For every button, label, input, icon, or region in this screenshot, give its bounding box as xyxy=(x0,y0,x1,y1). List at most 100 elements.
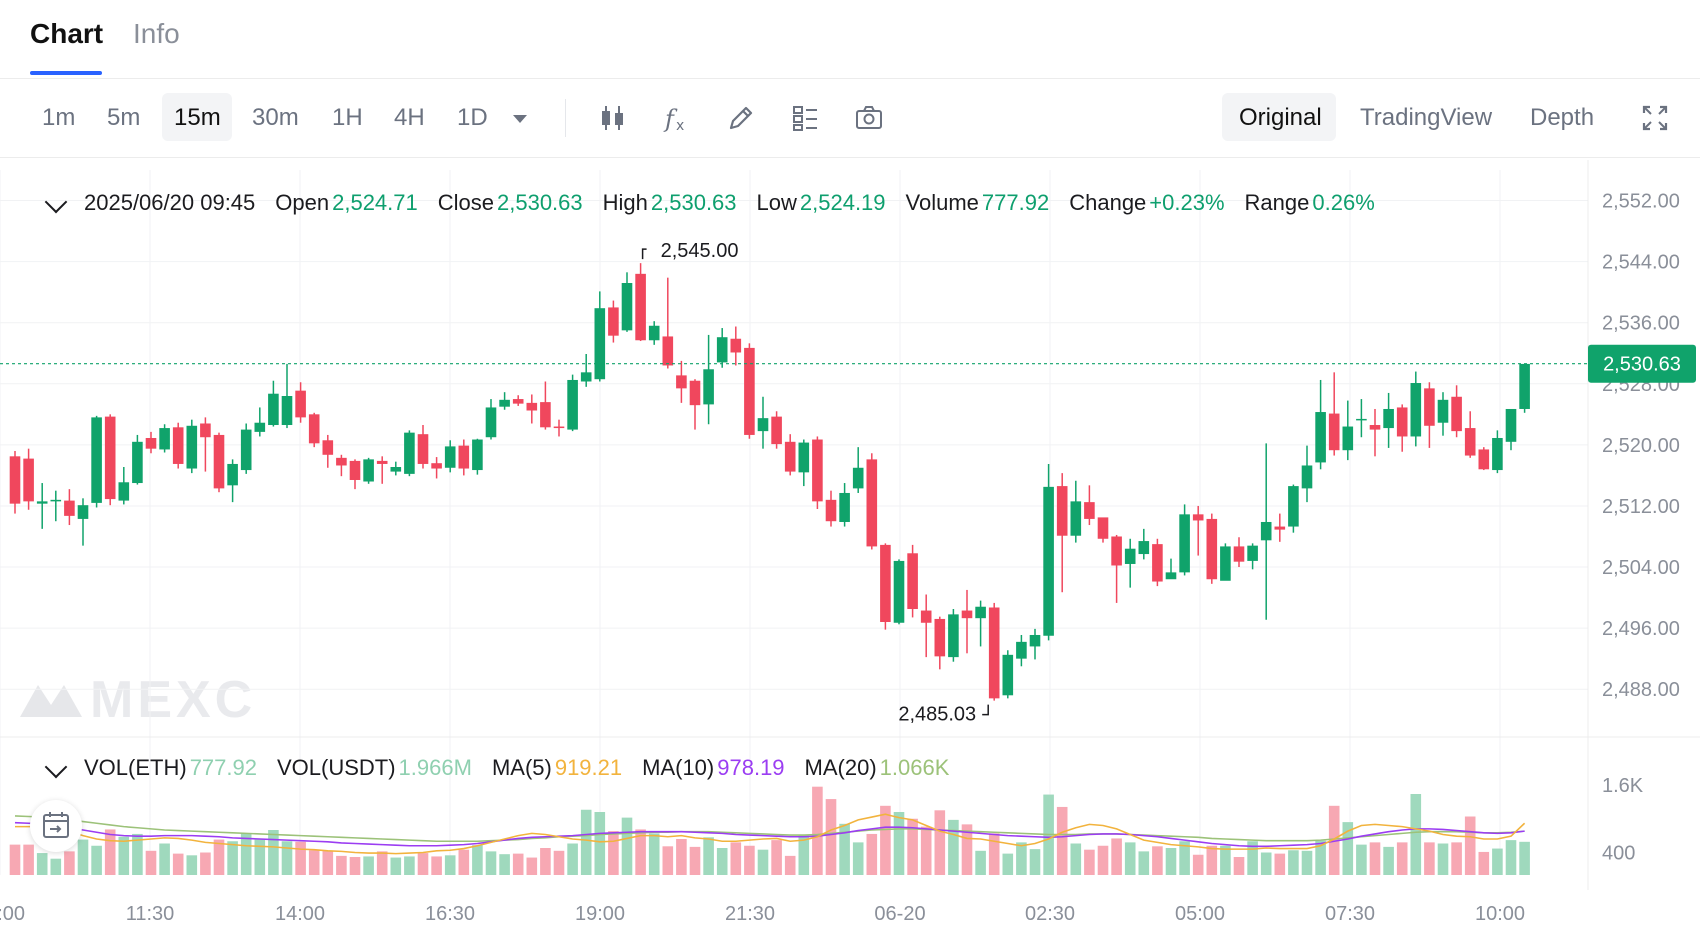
volume-bar xyxy=(635,829,646,875)
volume-bar xyxy=(771,840,782,875)
candle-body xyxy=(1274,526,1286,530)
candle-body xyxy=(580,372,592,382)
candle-body xyxy=(825,499,837,522)
timeframe-15m[interactable]: 15m xyxy=(174,104,221,131)
candle-body xyxy=(1437,399,1449,423)
candle-body xyxy=(1002,654,1014,696)
view-tradingview[interactable]: TradingView xyxy=(1360,104,1493,131)
mexc-logo-icon xyxy=(20,685,82,717)
timeframe-1h[interactable]: 1H xyxy=(332,104,363,131)
candle-body xyxy=(1029,634,1041,647)
candle-type-icon[interactable] xyxy=(596,101,630,135)
volume-bar xyxy=(458,849,470,875)
candle-body xyxy=(308,414,320,444)
candle-body xyxy=(213,434,225,489)
indicator-fx-icon[interactable]: f x xyxy=(660,101,694,135)
active-tab-indicator xyxy=(30,71,102,75)
volume-bar xyxy=(1274,853,1286,875)
volume-bar xyxy=(580,809,592,875)
candle-body xyxy=(1070,501,1082,536)
volume-bar xyxy=(349,857,361,875)
volume-bar xyxy=(23,844,34,875)
candle-body xyxy=(934,618,946,657)
tab-info[interactable]: Info xyxy=(133,18,180,49)
candle-body xyxy=(662,336,674,366)
volume-bar xyxy=(798,835,810,875)
volume-bar xyxy=(172,853,184,875)
timeframe-1d[interactable]: 1D xyxy=(457,104,488,131)
tab-chart[interactable]: Chart xyxy=(30,18,104,49)
volume-collapse-chevron-icon[interactable] xyxy=(44,755,68,779)
candle-body xyxy=(1328,413,1340,451)
candle-body xyxy=(1084,502,1095,519)
volume-bar xyxy=(1179,841,1190,875)
candle-body xyxy=(1220,546,1231,581)
volume-bar xyxy=(1152,846,1163,875)
collapse-chevron-icon[interactable] xyxy=(44,190,68,214)
ma5-line xyxy=(15,813,1526,855)
candle-body xyxy=(784,441,796,472)
open-label: Open xyxy=(275,190,330,215)
volume-bar xyxy=(512,853,524,875)
volume-tick-label: 1.6K xyxy=(1602,775,1644,797)
volume-bar xyxy=(1478,851,1490,875)
view-original[interactable]: Original xyxy=(1239,104,1322,131)
candle-body xyxy=(975,606,986,619)
volume-bar xyxy=(1464,816,1476,875)
candle-body xyxy=(431,463,442,469)
candle-body xyxy=(1478,449,1490,470)
candle-body xyxy=(988,607,1000,699)
candle-body xyxy=(172,427,184,464)
range-value: 0.26% xyxy=(1312,190,1375,215)
volume-bar xyxy=(281,841,293,875)
candle-body xyxy=(404,432,415,474)
ma20-value: 1.066K xyxy=(879,755,950,780)
price-tick-label: 2,496.00 xyxy=(1602,618,1680,640)
time-tick-label: 02:30 xyxy=(1025,903,1075,925)
volume-bar xyxy=(186,855,198,875)
view-depth[interactable]: Depth xyxy=(1530,104,1595,131)
candle-body xyxy=(240,429,252,471)
candle-body xyxy=(798,442,810,473)
timeframe-5m[interactable]: 5m xyxy=(107,104,141,131)
volume-bar xyxy=(1016,842,1027,875)
volume-value: 777.92 xyxy=(981,190,1050,215)
volume-legend: VOL(ETH) 777.92 VOL(USDT) 1.966M MA(5) 919.21… xyxy=(44,755,969,781)
ma5-label: MA(5) xyxy=(491,755,552,780)
volume-bar xyxy=(948,819,959,875)
volume-bar xyxy=(1369,842,1381,875)
candle-body xyxy=(703,369,714,405)
candle-body xyxy=(64,500,75,516)
volume-bar xyxy=(1029,849,1041,875)
vol-eth-label: VOL(ETH) xyxy=(84,755,187,780)
ohlc-datetime: 2025/06/20 09:45 xyxy=(84,190,256,215)
candle-body xyxy=(444,446,456,468)
chart-toolbar: 1m 5m 15m 30m 1H 4H 1D f x Original Trad… xyxy=(0,79,1700,158)
candle-body xyxy=(104,416,116,500)
price-tick-label: 2,488.00 xyxy=(1602,679,1680,701)
candle-body xyxy=(1152,544,1163,582)
candle-body xyxy=(1247,545,1258,561)
candle-body xyxy=(254,422,266,432)
candle-body xyxy=(635,273,646,341)
volume-bar xyxy=(893,812,905,875)
timeframe-1m[interactable]: 1m xyxy=(42,104,76,131)
vol-usdt-value: 1.966M xyxy=(398,755,472,780)
goto-date-button[interactable] xyxy=(30,800,82,852)
volume-bar xyxy=(104,829,116,875)
pencil-icon[interactable] xyxy=(724,101,758,135)
candle-body xyxy=(1288,486,1299,527)
candle-body xyxy=(336,457,347,466)
candle-body xyxy=(1519,363,1530,409)
camera-icon[interactable] xyxy=(852,101,886,135)
timeframe-30m[interactable]: 30m xyxy=(252,104,299,131)
layout-icon[interactable] xyxy=(788,101,822,135)
time-tick-label: 19:00 xyxy=(575,903,625,925)
timeframe-dropdown-icon[interactable] xyxy=(503,101,537,135)
fullscreen-icon[interactable] xyxy=(1638,101,1672,135)
volume-bar xyxy=(662,846,674,875)
last-price-label: 2,530.63 xyxy=(1603,354,1681,376)
timeframe-4h[interactable]: 4H xyxy=(394,104,425,131)
change-value: +0.23% xyxy=(1149,190,1225,215)
